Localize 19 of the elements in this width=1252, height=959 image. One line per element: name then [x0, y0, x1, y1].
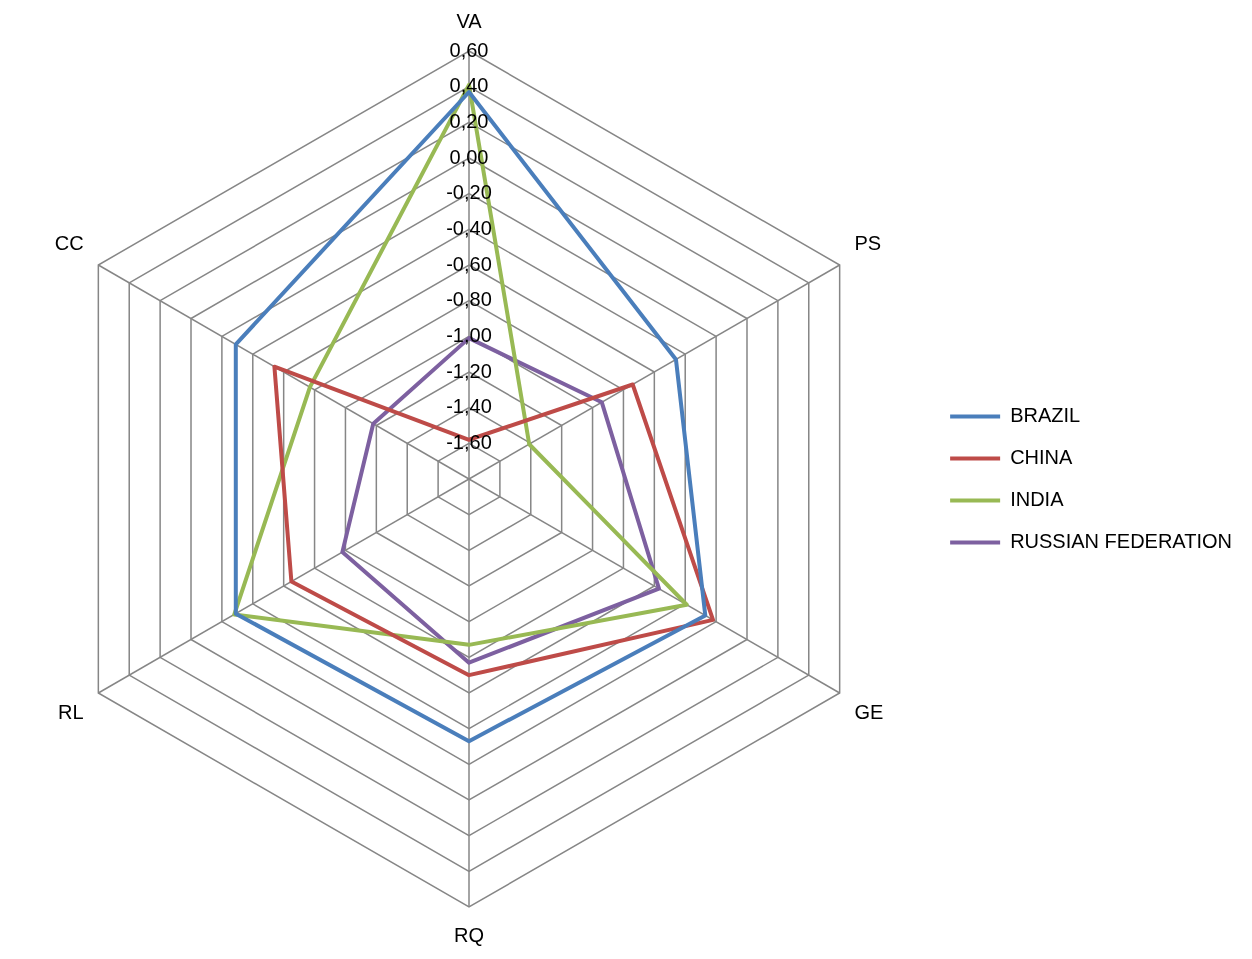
legend-label: CHINA: [1010, 446, 1074, 469]
y-tick-label: -1,20: [446, 359, 492, 382]
legend-label: BRAZIL: [1010, 404, 1081, 427]
y-tick-label: -0,80: [446, 288, 492, 311]
y-tick-label: 0,60: [449, 38, 489, 61]
y-tick-label: -1,60: [446, 430, 492, 453]
y-tick-label: -1,40: [446, 395, 492, 418]
spoke-label: VA: [456, 9, 483, 32]
spoke-label: PS: [854, 232, 882, 255]
y-tick-label: -1,00: [446, 323, 492, 346]
spoke-label: GE: [854, 701, 884, 724]
y-tick-label: -0,60: [446, 252, 492, 275]
spoke-label: RQ: [454, 923, 484, 946]
legend-label: RUSSIAN FEDERATION: [1010, 530, 1232, 553]
legend-label: INDIA: [1010, 488, 1065, 511]
y-tick-label: -0,40: [446, 216, 492, 239]
spoke-label: CC: [54, 232, 84, 255]
spoke-label: RL: [58, 701, 84, 724]
y-tick-label: 0,40: [449, 74, 489, 97]
